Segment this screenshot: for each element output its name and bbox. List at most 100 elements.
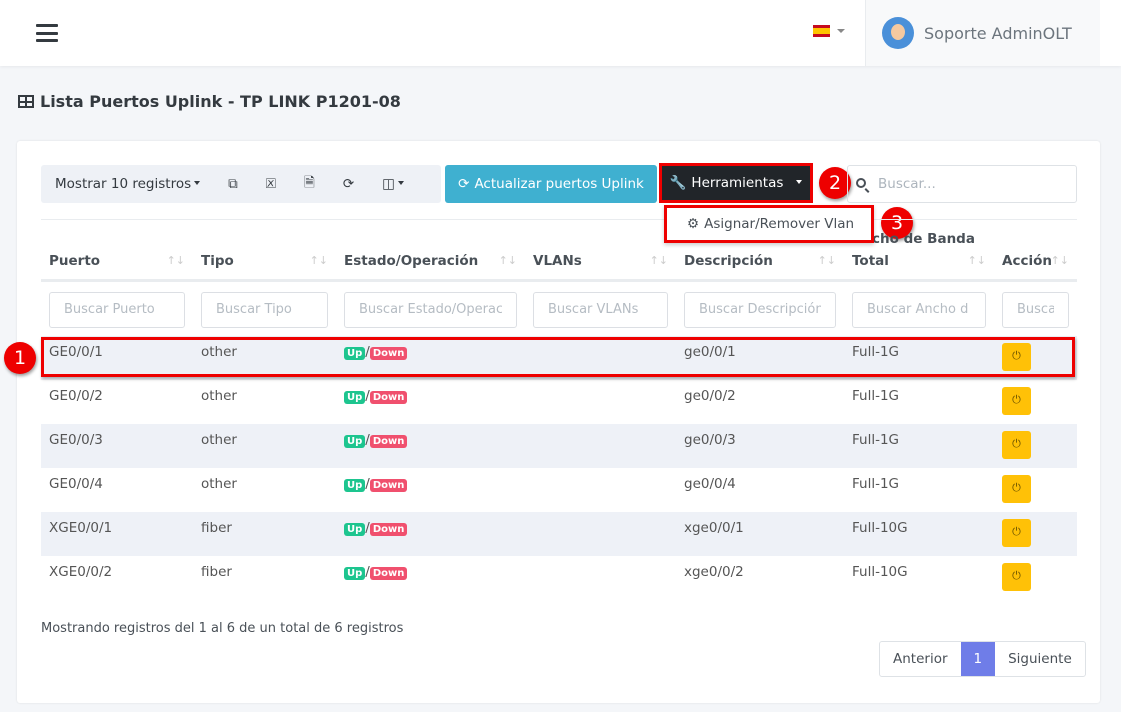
cell-total: Full-1G xyxy=(852,387,900,404)
columns-icon: ◫ xyxy=(382,176,395,192)
bandwidth-group-header: Ancho de Banda xyxy=(852,230,975,247)
user-menu[interactable]: Soporte AdminOLT xyxy=(865,0,1100,66)
table-row[interactable]: GE0/0/1 other Up / Down ge0/0/1 Full-1G xyxy=(41,335,1077,380)
power-button[interactable] xyxy=(1002,386,1031,415)
cell-estado: Up / Down xyxy=(336,468,525,512)
sync-icon: ⟳ xyxy=(342,176,355,192)
cell-accion xyxy=(994,556,1077,600)
filter-row xyxy=(41,280,1077,336)
copy-button[interactable]: ⧉ xyxy=(214,176,252,192)
cell-total: Full-10G xyxy=(852,519,908,536)
reload-button[interactable]: ⟳ xyxy=(329,176,368,192)
sort-icon[interactable]: ↑↓ xyxy=(967,253,986,267)
sort-icon[interactable]: ↑↓ xyxy=(1050,253,1069,267)
sort-icon[interactable]: ↑↓ xyxy=(817,253,836,267)
pagination: Anterior 1 Siguiente xyxy=(879,641,1086,677)
filter-estado-input[interactable] xyxy=(344,291,517,328)
column-header-puerto[interactable]: Puerto ↑↓ xyxy=(41,226,193,282)
table-row[interactable]: GE0/0/4 other Up / Down ge0/0/4 Full-1G xyxy=(41,468,1077,512)
cell-tipo: fiber xyxy=(201,563,232,580)
cell-estado: Up / Down xyxy=(336,380,525,424)
gears-icon: ⚙ xyxy=(687,216,700,232)
excel-button[interactable]: 🗵 xyxy=(252,176,290,192)
power-button[interactable] xyxy=(1002,562,1031,591)
show-records-button[interactable]: Mostrar 10 registros xyxy=(41,176,214,192)
cell-tipo: other xyxy=(201,475,237,492)
status-down-badge: Down xyxy=(369,522,408,536)
table-row[interactable]: XGE0/0/1 fiber Up / Down xge0/0/1 Full-10G xyxy=(41,511,1077,556)
avatar xyxy=(882,17,914,49)
language-caret-icon[interactable] xyxy=(837,29,845,37)
status-down-badge: Down xyxy=(369,478,408,492)
cell-estado: Up / Down xyxy=(336,336,525,380)
cell-estado: Up / Down xyxy=(336,512,525,556)
cell-accion xyxy=(994,512,1077,556)
cell-total: Full-1G xyxy=(852,343,900,360)
table-row[interactable]: XGE0/0/2 fiber Up / Down xge0/0/2 Full-10G xyxy=(41,556,1077,600)
spain-flag-icon[interactable] xyxy=(813,25,830,37)
sync-icon: ⟳ xyxy=(458,176,470,192)
power-button[interactable] xyxy=(1002,342,1031,371)
table-row[interactable]: GE0/0/2 other Up / Down ge0/0/2 Full-1G xyxy=(41,380,1077,424)
top-navbar: Soporte AdminOLT xyxy=(0,0,1121,66)
filter-puerto-input[interactable] xyxy=(49,291,185,328)
dropdown-item-assign-vlan[interactable]: ⚙ Asignar/Remover Vlan xyxy=(664,205,874,243)
status-up-badge: Up xyxy=(344,522,366,536)
cell-descripcion: ge0/0/4 xyxy=(684,475,736,492)
sort-icon[interactable]: ↑↓ xyxy=(498,253,517,267)
caret-down-icon xyxy=(397,180,404,188)
prev-page-button[interactable]: Anterior xyxy=(893,651,948,667)
table-icon xyxy=(18,95,34,108)
cell-descripcion: xge0/0/1 xyxy=(684,519,744,536)
show-records-label: Mostrar 10 registros xyxy=(55,176,192,192)
status-up-badge: Up xyxy=(344,566,366,580)
column-header-tipo[interactable]: Tipo ↑↓ xyxy=(193,226,336,282)
filter-tipo-input[interactable] xyxy=(201,291,328,328)
filter-descripcion-input[interactable] xyxy=(684,291,836,328)
cell-puerto: GE0/0/4 xyxy=(49,475,103,492)
file-text-icon: 🗎 xyxy=(304,174,315,191)
cell-puerto: GE0/0/2 xyxy=(49,387,103,404)
next-page-button[interactable]: Siguiente xyxy=(1008,651,1072,667)
cell-vlans xyxy=(525,512,676,556)
cell-vlans xyxy=(525,468,676,512)
annotation-badge-2: 2 xyxy=(819,167,851,199)
csv-button[interactable]: 🗎 xyxy=(290,173,329,196)
status-up-badge: Up xyxy=(344,434,366,448)
power-button[interactable] xyxy=(1002,518,1031,547)
cell-tipo: other xyxy=(201,387,237,404)
sort-icon[interactable]: ↑↓ xyxy=(649,253,668,267)
caret-down-icon xyxy=(194,180,201,188)
excel-file-icon: 🗵 xyxy=(265,176,276,192)
cell-puerto: XGE0/0/2 xyxy=(49,563,113,580)
search-input[interactable]: Buscar... xyxy=(847,165,1077,203)
power-button[interactable] xyxy=(1002,430,1031,459)
update-uplink-ports-button[interactable]: ⟳ Actualizar puertos Uplink xyxy=(445,165,657,203)
filter-ancho-input[interactable] xyxy=(852,291,986,328)
divider xyxy=(41,219,1077,220)
filter-accion-input[interactable] xyxy=(1002,291,1069,328)
column-header-accion[interactable]: Acción ↑↓ xyxy=(994,226,1077,282)
cell-accion xyxy=(994,424,1077,468)
status-down-badge: Down xyxy=(369,434,408,448)
sort-icon[interactable]: ↑↓ xyxy=(166,253,185,267)
power-button[interactable] xyxy=(1002,474,1031,503)
dropdown-item-label: Asignar/Remover Vlan xyxy=(704,216,855,232)
column-header-vlans[interactable]: VLANs ↑↓ xyxy=(525,226,676,282)
sort-icon[interactable]: ↑↓ xyxy=(309,253,328,267)
column-header-estado[interactable]: Estado/Operación ↑↓ xyxy=(336,226,525,282)
menu-toggle-icon[interactable] xyxy=(36,24,58,42)
cell-descripcion: xge0/0/2 xyxy=(684,563,744,580)
cell-accion xyxy=(994,468,1077,512)
tools-button[interactable]: 🔧 Herramientas xyxy=(659,163,813,203)
search-icon xyxy=(856,178,866,188)
filter-vlans-input[interactable] xyxy=(533,291,668,328)
columns-button[interactable]: ◫ xyxy=(368,176,418,192)
tools-label: Herramientas xyxy=(691,175,784,191)
cell-estado: Up / Down xyxy=(336,424,525,468)
table-row[interactable]: GE0/0/3 other Up / Down ge0/0/3 Full-1G xyxy=(41,423,1077,468)
cell-descripcion: ge0/0/3 xyxy=(684,431,736,448)
page-1-button[interactable]: 1 xyxy=(960,642,996,676)
cell-accion xyxy=(994,380,1077,424)
status-down-badge: Down xyxy=(369,566,408,580)
